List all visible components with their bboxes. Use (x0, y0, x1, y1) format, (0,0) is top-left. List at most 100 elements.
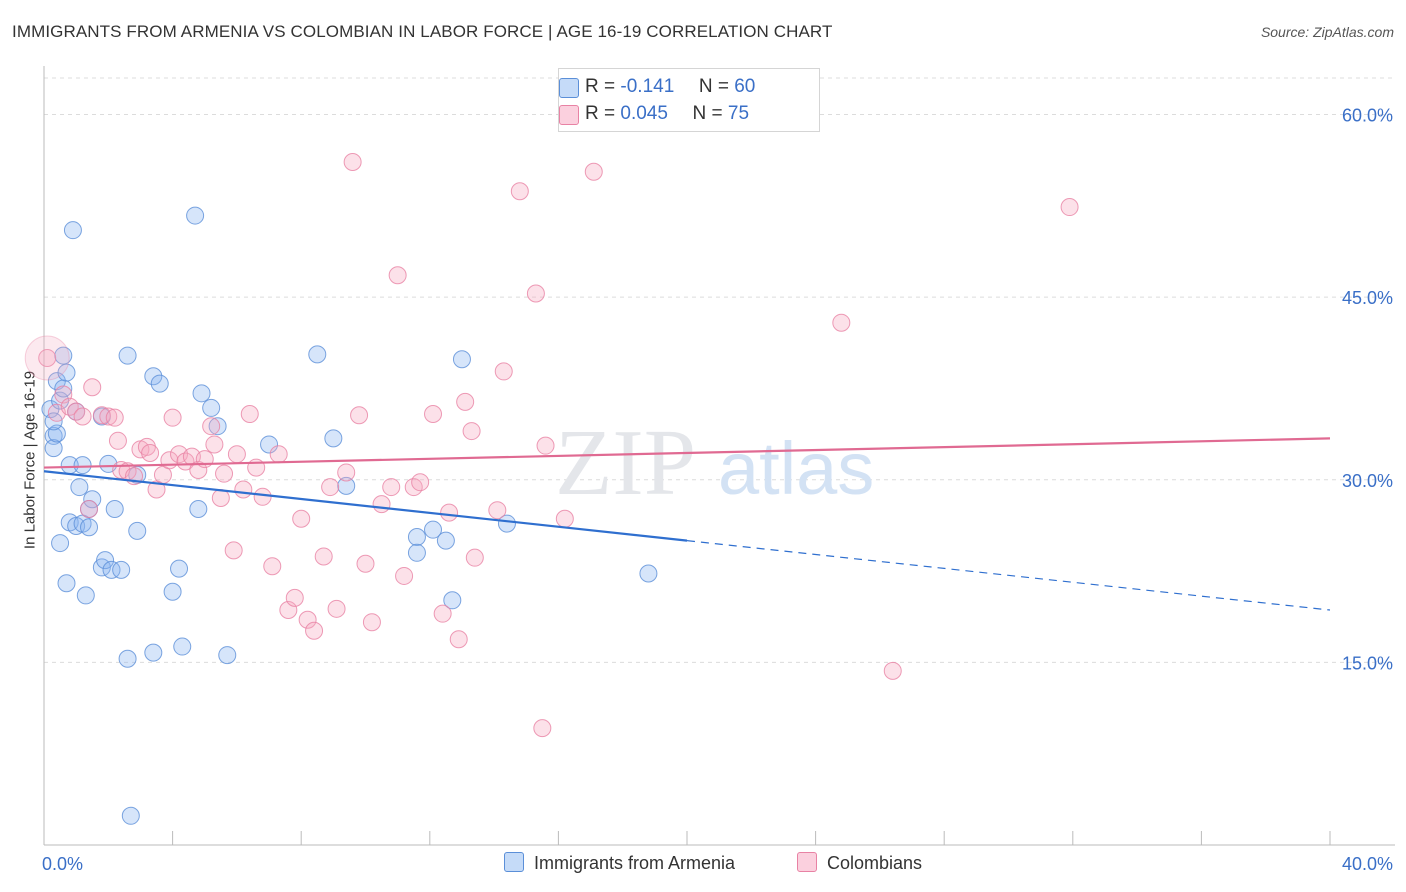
colombians-point (462, 422, 481, 441)
bottom-legend-swatch-armenia (504, 852, 524, 872)
armenia-point (170, 559, 189, 578)
colombians-point (584, 162, 603, 181)
colombians-point (80, 499, 99, 518)
armenia-point (63, 221, 82, 240)
colombians-point (189, 461, 208, 480)
armenia-point (105, 499, 124, 518)
x-tick-label: 0.0% (42, 854, 83, 874)
armenia-point (47, 424, 66, 443)
colombians-point (38, 349, 57, 368)
colombians-point (314, 547, 333, 566)
colombians-point (253, 487, 272, 506)
armenia-point (308, 345, 327, 364)
colombians-point (263, 557, 282, 576)
armenia-point (121, 806, 140, 825)
colombians-point (73, 407, 92, 426)
armenia-point (407, 543, 426, 562)
colombians-point (424, 405, 443, 424)
armenia-point (424, 520, 443, 539)
armenia-point (186, 206, 205, 225)
trend-lines (43, 437, 1331, 611)
colombians-point (205, 435, 224, 454)
armenia-point (112, 560, 131, 579)
source-label: Source: ZipAtlas.com (1260, 24, 1394, 40)
legend-n-value-colombians: 75 (727, 103, 750, 124)
colombians-point (372, 495, 391, 514)
armenia-point (452, 350, 471, 369)
armenia-point (192, 384, 211, 403)
colombians-point (343, 153, 362, 172)
colombians-point (298, 610, 317, 629)
bottom-legend-label-colombians: Colombians (827, 853, 923, 873)
colombians-point (227, 445, 246, 464)
colombians-point (240, 405, 259, 424)
colombians-point (488, 501, 507, 520)
colombians-point (456, 392, 475, 411)
armenia-point (189, 499, 208, 518)
colombians-point (163, 408, 182, 427)
colombians-point (382, 478, 401, 497)
bottom-legend-colombians: Colombians (797, 852, 922, 874)
colombians-point (224, 541, 243, 560)
armenia-point (54, 346, 73, 365)
legend-swatch-armenia (559, 78, 579, 98)
armenia-point (70, 478, 89, 497)
colombians-point (234, 480, 253, 499)
legend-n-label: N = (692, 103, 723, 124)
armenia-point (54, 379, 73, 398)
watermark-atlas: atlas (718, 427, 874, 510)
legend-r-label: R = (585, 76, 616, 97)
colombians-point (449, 630, 468, 649)
armenia-point (76, 586, 95, 605)
armenia-point (639, 564, 658, 583)
colombians-point (215, 464, 234, 483)
legend-n-label: N = (698, 76, 729, 97)
armenia-point (57, 574, 76, 593)
colombians-point (83, 378, 102, 397)
colombians-point (395, 566, 414, 585)
armenia-point (497, 514, 516, 533)
armenia-point (163, 582, 182, 601)
legend-r-value-colombians: 0.045 (620, 103, 668, 124)
bottom-legend-label-armenia: Immigrants from Armenia (534, 853, 736, 873)
colombians-point (350, 406, 369, 425)
y-tick-label: 45.0% (1342, 288, 1393, 308)
armenia-point (118, 649, 137, 668)
armenia-point (260, 435, 279, 454)
armenia-point (51, 534, 70, 553)
trend-line-colombians (43, 437, 1331, 469)
colombians-point (411, 473, 430, 492)
colombians-point (285, 588, 304, 607)
correlation-legend: R = -0.141 N = 60 R = 0.045 N = 75 (558, 68, 820, 132)
colombians-point (533, 719, 552, 738)
colombians-point (327, 599, 346, 618)
armenia-point (443, 591, 462, 610)
colombians-point (832, 313, 851, 332)
colombians-point (356, 554, 375, 573)
colombians-point (321, 478, 340, 497)
colombians-point (108, 431, 127, 450)
colombians-point (494, 362, 513, 381)
colombians-point (536, 436, 555, 455)
armenia-point (83, 490, 102, 509)
armenia-point (80, 518, 99, 537)
colombians-point (440, 503, 459, 522)
axes (43, 66, 1395, 846)
armenia-point (73, 456, 92, 475)
armenia-point (96, 551, 115, 570)
armenia-point (324, 429, 343, 448)
colombians-cluster-point (24, 335, 70, 381)
colombians-point (305, 621, 324, 640)
trend-line-armenia (43, 470, 688, 542)
armenia-point (202, 398, 221, 417)
tick-labels: 15.0% 30.0% 45.0% 60.0% 0.0% 40.0% (42, 106, 1393, 874)
trend-line-armenia-projection (686, 540, 1331, 611)
gridlines (44, 77, 1395, 663)
armenia-point (144, 643, 163, 662)
colombians-point (362, 613, 381, 632)
watermark: ZIP atlas (555, 411, 874, 515)
armenia-point (173, 637, 192, 656)
armenia-point (337, 476, 356, 495)
y-tick-label: 15.0% (1342, 653, 1393, 673)
